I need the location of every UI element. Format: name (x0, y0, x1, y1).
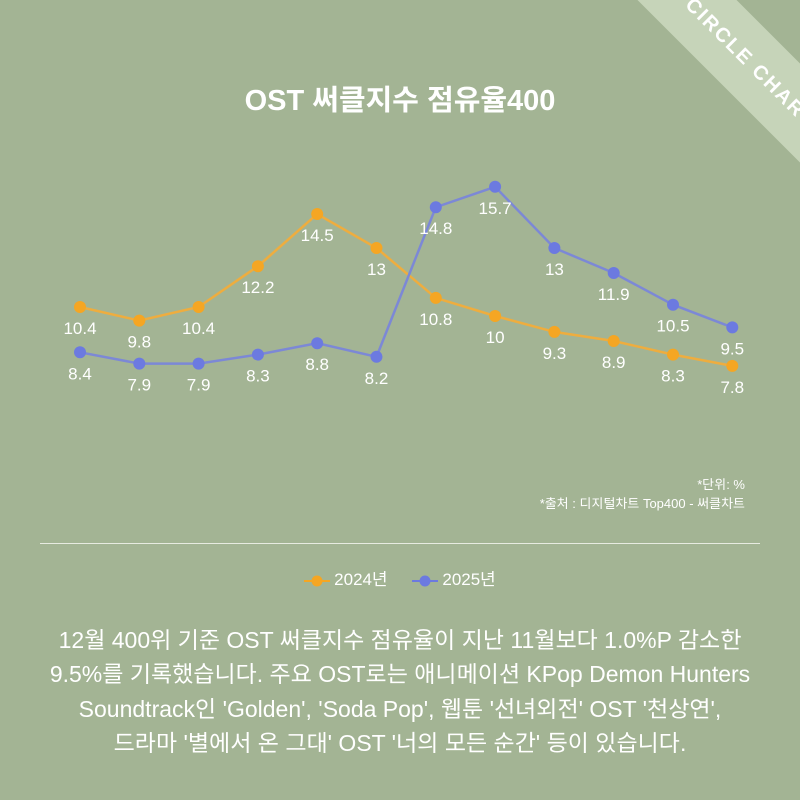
svg-text:10.4: 10.4 (63, 319, 96, 338)
svg-text:15.7: 15.7 (479, 199, 512, 218)
svg-text:7.8: 7.8 (720, 378, 744, 397)
svg-text:8.2: 8.2 (365, 369, 389, 388)
svg-text:14.8: 14.8 (419, 219, 452, 238)
svg-text:10.5: 10.5 (656, 317, 689, 336)
svg-text:9.5: 9.5 (720, 339, 744, 358)
svg-text:10.8: 10.8 (419, 310, 452, 329)
svg-text:8.3: 8.3 (246, 367, 270, 386)
svg-text:10: 10 (486, 328, 505, 347)
svg-text:11.9: 11.9 (598, 285, 630, 304)
svg-text:14.5: 14.5 (301, 226, 334, 245)
svg-text:8.4: 8.4 (68, 364, 92, 383)
svg-text:12.2: 12.2 (241, 278, 274, 297)
svg-text:8.8: 8.8 (305, 355, 329, 374)
svg-text:8.9: 8.9 (602, 353, 626, 372)
svg-text:9.3: 9.3 (543, 344, 567, 363)
svg-text:13: 13 (367, 260, 386, 279)
svg-text:7.9: 7.9 (127, 376, 151, 395)
svg-text:7.9: 7.9 (187, 376, 211, 395)
svg-text:8.3: 8.3 (661, 367, 685, 386)
svg-text:9.8: 9.8 (127, 333, 151, 352)
svg-text:13: 13 (545, 260, 564, 279)
svg-text:10.4: 10.4 (182, 319, 215, 338)
